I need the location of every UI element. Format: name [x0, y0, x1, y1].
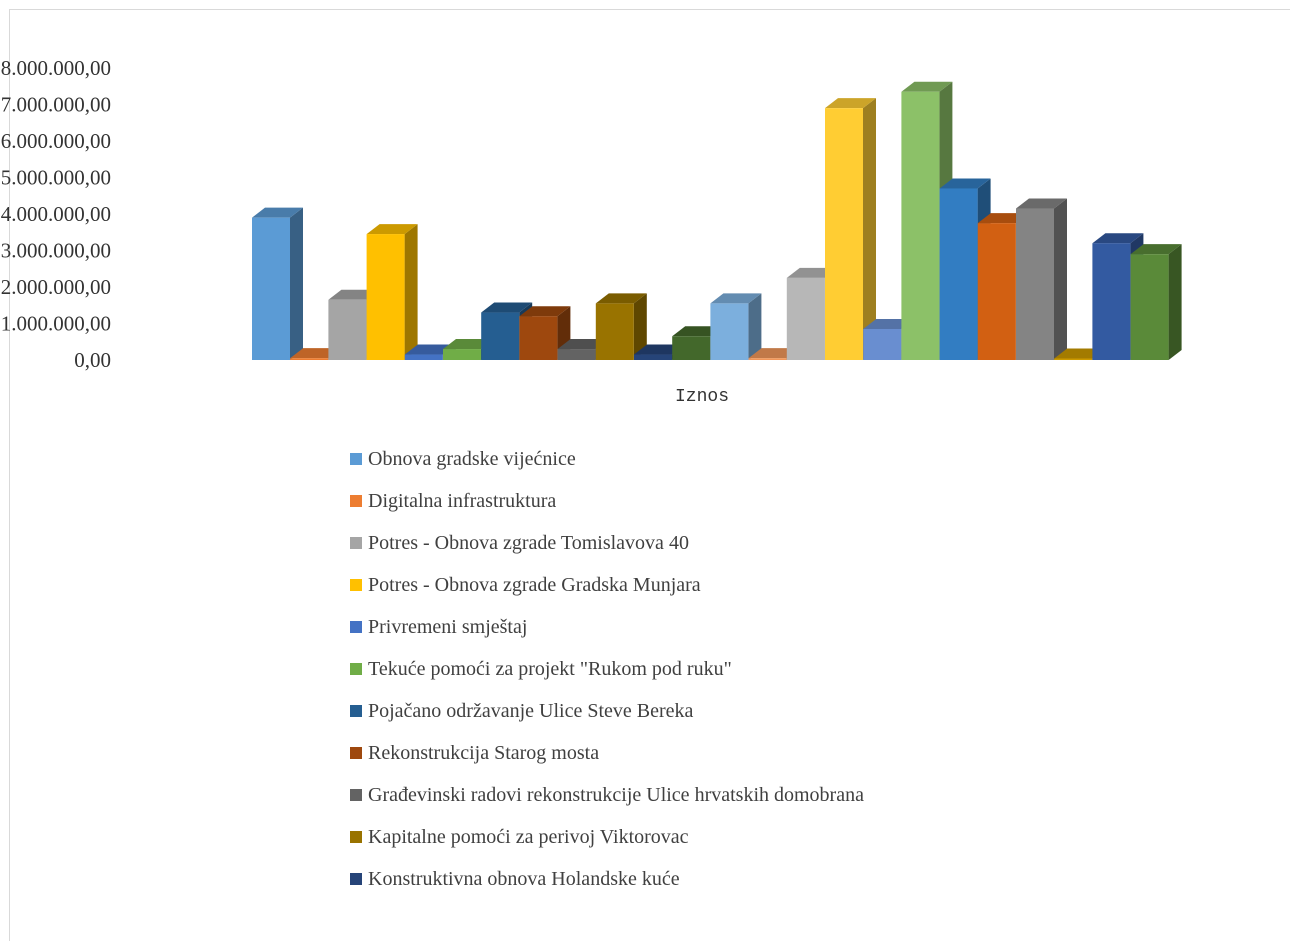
y-tick-label: 1.000.000,00 — [1, 312, 111, 336]
bar-front — [290, 358, 329, 360]
bar-front — [634, 354, 672, 360]
bar-front — [443, 349, 481, 360]
bar-side — [1168, 244, 1182, 360]
bar-top — [519, 306, 571, 317]
bar-top — [481, 302, 533, 313]
bar-front — [481, 312, 520, 360]
bar-top — [1016, 198, 1067, 209]
legend-item: Tekuće pomoći za projekt "Rukom pod ruku… — [350, 648, 864, 690]
y-tick-label: 4.000.000,00 — [1, 202, 111, 226]
bar-front — [825, 108, 863, 361]
bar-side — [1054, 198, 1067, 360]
bar-side — [748, 293, 762, 360]
x-axis-label: Iznos — [675, 387, 729, 407]
legend-item: Kapitalne pomoći za perivoj Viktorovac — [350, 816, 864, 858]
y-tick-label: 0,00 — [74, 348, 111, 372]
bars — [252, 81, 1182, 361]
legend-label: Digitalna infrastruktura — [368, 489, 557, 512]
bar-top — [595, 293, 647, 304]
legend-label: Rekonstrukcija Starog mosta — [368, 741, 600, 764]
legend-item: Digitalna infrastruktura — [350, 480, 864, 522]
legend-label: Kapitalne pomoći za perivoj Viktorovac — [368, 825, 689, 848]
bar-side — [633, 293, 647, 360]
bar-front — [1092, 243, 1131, 360]
legend-label: Tekuće pomoći za projekt "Rukom pod ruku… — [368, 657, 732, 680]
legend-item: Privremeni smještaj — [350, 606, 864, 648]
y-tick-label: 6.000.000,00 — [1, 129, 111, 153]
legend-label: Konstruktivna obnova Holandske kuće — [368, 867, 680, 890]
bar-side — [404, 224, 418, 360]
bar-top — [1130, 244, 1182, 255]
bar-top — [252, 207, 303, 218]
legend-label: Potres - Obnova zgrade Tomislavova 40 — [368, 531, 689, 554]
legend-label: Obnova gradske vijećnice — [368, 447, 576, 470]
bar-front — [328, 299, 367, 360]
chart-frame — [9, 9, 1290, 941]
bar-side — [863, 98, 876, 361]
legend-swatch — [350, 831, 362, 843]
bar-front — [1130, 254, 1169, 360]
legend-swatch — [350, 747, 362, 759]
bar — [252, 207, 303, 360]
bar — [595, 293, 647, 360]
y-tick-label: 5.000.000,00 — [1, 166, 111, 190]
y-tick-label: 8.000.000,00 — [1, 56, 111, 80]
legend-swatch — [350, 495, 362, 507]
bar-front — [977, 223, 1016, 360]
legend-swatch — [350, 663, 362, 675]
legend-item: Konstruktivna obnova Holandske kuće — [350, 858, 864, 900]
legend-label: Građevinski radovi rekonstrukcije Ulice … — [368, 783, 864, 806]
legend-item: Potres - Obnova zgrade Tomislavova 40 — [350, 522, 864, 564]
legend-item: Potres - Obnova zgrade Gradska Munjara — [350, 564, 864, 606]
legend-label: Potres - Obnova zgrade Gradska Munjara — [368, 573, 701, 596]
legend-swatch — [350, 789, 362, 801]
bar-front — [595, 303, 634, 360]
bar-front — [557, 349, 596, 360]
legend: Obnova gradske vijećnice Digitalna infras… — [350, 438, 864, 900]
bar-top — [710, 293, 762, 304]
bar-front — [710, 303, 749, 360]
bar-top — [1092, 233, 1144, 244]
legend-item: Građevinski radovi rekonstrukcije Ulice … — [350, 774, 864, 816]
legend-swatch — [350, 705, 362, 717]
bar-front — [939, 188, 978, 360]
legend-label: Pojačano održavanje Ulice Steve Bereka — [368, 699, 694, 722]
bar-front — [366, 234, 405, 360]
legend-item: Obnova gradske vijećnice — [350, 438, 864, 480]
bar-front — [786, 277, 825, 360]
bar-front — [1054, 358, 1093, 360]
bar-front — [404, 354, 443, 360]
legend-item: Pojačano održavanje Ulice Steve Bereka — [350, 690, 864, 732]
legend-swatch — [350, 453, 362, 465]
bar — [1016, 198, 1067, 360]
bar-front — [1016, 208, 1054, 360]
bar — [1130, 244, 1182, 360]
bar-side — [290, 207, 303, 360]
bar-front — [519, 316, 558, 360]
y-tick-label: 7.000.000,00 — [1, 93, 111, 117]
legend-swatch — [350, 537, 362, 549]
legend-swatch — [350, 873, 362, 885]
bar-front — [901, 91, 940, 360]
bar-top — [901, 81, 953, 92]
bar — [710, 293, 762, 360]
bar — [366, 224, 418, 360]
bar — [825, 98, 876, 361]
bar-front — [252, 217, 290, 360]
legend-swatch — [350, 621, 362, 633]
legend-item: Rekonstrukcija Starog mosta — [350, 732, 864, 774]
bar-top — [825, 98, 876, 109]
bar-front — [863, 328, 902, 360]
y-tick-label: 3.000.000,00 — [1, 239, 111, 263]
bar-front — [748, 358, 787, 360]
bar-chart: 0,00 1.000.000,00 2.000.000,00 3.000.000,00… — [1, 56, 1182, 407]
bar-front — [672, 336, 711, 360]
legend-swatch — [350, 579, 362, 591]
legend-label: Privremeni smještaj — [368, 615, 528, 638]
bar-top — [366, 224, 418, 235]
y-axis-ticks: 0,00 1.000.000,00 2.000.000,00 3.000.000,00… — [1, 56, 111, 372]
bar-top — [939, 178, 991, 189]
y-tick-label: 2.000.000,00 — [1, 275, 111, 299]
